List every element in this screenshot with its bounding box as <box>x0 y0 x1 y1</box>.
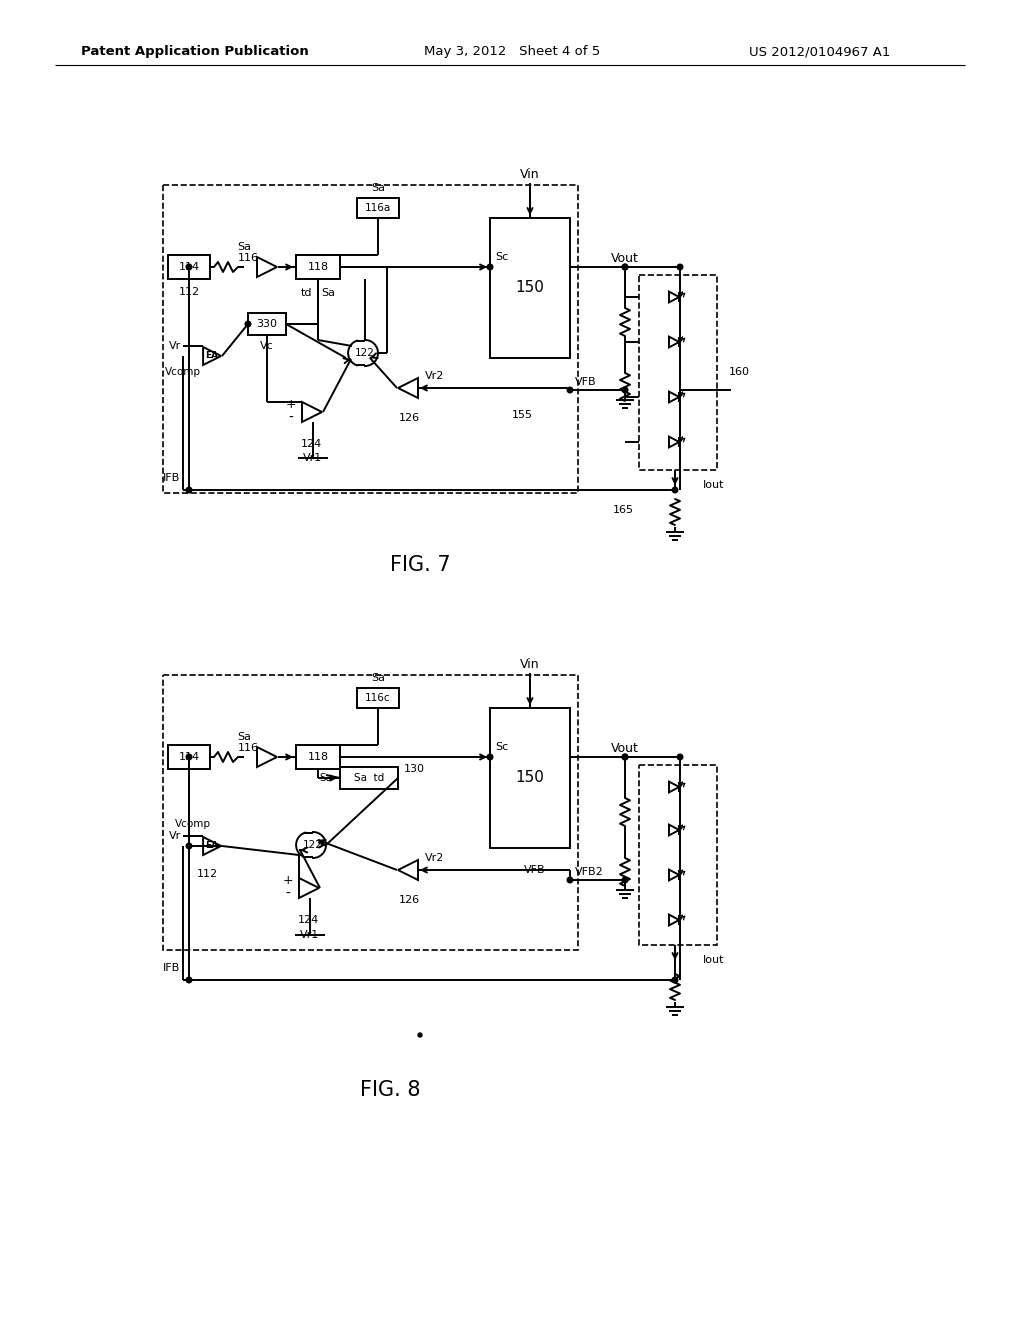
Text: 118: 118 <box>307 261 329 272</box>
Text: +: + <box>283 874 293 887</box>
Text: Vcomp: Vcomp <box>165 367 201 378</box>
Text: Sa: Sa <box>237 242 251 252</box>
Text: -: - <box>289 411 294 425</box>
Text: VFB2: VFB2 <box>575 867 604 876</box>
Text: May 3, 2012   Sheet 4 of 5: May 3, 2012 Sheet 4 of 5 <box>424 45 600 58</box>
Text: Sa: Sa <box>321 288 335 298</box>
Circle shape <box>487 754 493 760</box>
Text: 126: 126 <box>398 413 420 422</box>
Text: Sa  td: Sa td <box>354 774 384 783</box>
Text: FIG. 7: FIG. 7 <box>390 554 451 576</box>
Circle shape <box>245 321 251 327</box>
Text: Sa: Sa <box>319 774 333 783</box>
Text: 126: 126 <box>398 895 420 906</box>
Text: td: td <box>300 288 311 298</box>
Text: 124: 124 <box>300 440 322 449</box>
Circle shape <box>672 487 678 492</box>
Circle shape <box>672 977 678 983</box>
Circle shape <box>186 754 191 760</box>
Text: -: - <box>286 887 291 902</box>
Text: 112: 112 <box>178 286 200 297</box>
Bar <box>168 255 210 279</box>
Text: IFB: IFB <box>163 473 180 483</box>
Text: Vr1: Vr1 <box>303 453 323 463</box>
Text: 116: 116 <box>238 743 258 752</box>
Circle shape <box>487 264 493 269</box>
Circle shape <box>677 754 683 760</box>
Circle shape <box>677 264 683 269</box>
Text: 116: 116 <box>238 253 258 263</box>
Circle shape <box>623 387 628 393</box>
Text: 130: 130 <box>404 764 425 774</box>
Text: VFB: VFB <box>575 378 597 387</box>
Circle shape <box>623 264 628 269</box>
Text: Vr: Vr <box>169 832 181 841</box>
Text: Sa: Sa <box>371 673 385 682</box>
Text: VFB: VFB <box>524 865 546 875</box>
Circle shape <box>623 754 628 760</box>
Text: Sc: Sc <box>495 252 508 261</box>
Text: 160: 160 <box>729 367 750 378</box>
Text: Sa: Sa <box>237 733 251 742</box>
Text: Vr2: Vr2 <box>425 371 444 381</box>
Text: Iout: Iout <box>703 954 725 965</box>
Text: 116a: 116a <box>365 203 391 213</box>
Text: Patent Application Publication: Patent Application Publication <box>81 45 309 58</box>
Text: Vout: Vout <box>611 252 639 265</box>
Text: 150: 150 <box>515 281 545 296</box>
Bar <box>340 767 398 789</box>
Circle shape <box>418 1034 422 1038</box>
Bar <box>639 275 717 470</box>
Text: 116c: 116c <box>366 693 391 704</box>
Text: 114: 114 <box>178 752 200 762</box>
Text: 150: 150 <box>515 771 545 785</box>
Text: Vout: Vout <box>611 742 639 755</box>
Text: 330: 330 <box>256 319 278 329</box>
Text: 122: 122 <box>355 348 375 358</box>
Text: Sc: Sc <box>495 742 508 752</box>
Circle shape <box>186 977 191 983</box>
Bar <box>296 744 340 770</box>
Text: EA: EA <box>206 842 219 850</box>
Text: Sa: Sa <box>371 183 385 193</box>
Text: 155: 155 <box>512 411 532 420</box>
Text: 114: 114 <box>178 261 200 272</box>
Bar <box>357 688 399 708</box>
Bar <box>163 675 578 950</box>
Circle shape <box>567 878 572 883</box>
Circle shape <box>567 387 572 393</box>
Text: Vr1: Vr1 <box>300 931 319 940</box>
Text: IFB: IFB <box>163 964 180 973</box>
Text: US 2012/0104967 A1: US 2012/0104967 A1 <box>750 45 891 58</box>
Text: EA: EA <box>206 351 219 360</box>
Circle shape <box>186 843 191 849</box>
Text: Vin: Vin <box>520 659 540 672</box>
Text: FIG. 8: FIG. 8 <box>359 1080 420 1100</box>
Bar <box>296 255 340 279</box>
Circle shape <box>623 754 628 760</box>
Text: 112: 112 <box>197 869 217 879</box>
Bar <box>248 313 286 335</box>
Bar <box>357 198 399 218</box>
Text: Iout: Iout <box>703 480 725 490</box>
Text: Vc: Vc <box>260 341 273 351</box>
Text: 122: 122 <box>303 840 323 850</box>
Text: +: + <box>286 397 296 411</box>
Text: 118: 118 <box>307 752 329 762</box>
Text: Vin: Vin <box>520 169 540 181</box>
Circle shape <box>623 878 628 883</box>
Text: 124: 124 <box>297 915 318 925</box>
Bar <box>490 708 570 847</box>
Text: Vr2: Vr2 <box>425 853 444 863</box>
Bar <box>639 766 717 945</box>
Text: 165: 165 <box>612 506 634 515</box>
Text: Vr: Vr <box>169 341 181 351</box>
Bar <box>490 218 570 358</box>
Circle shape <box>623 264 628 269</box>
Text: Vcomp: Vcomp <box>175 818 211 829</box>
Circle shape <box>186 487 191 492</box>
Bar <box>168 744 210 770</box>
Bar <box>163 185 578 492</box>
Circle shape <box>186 264 191 269</box>
